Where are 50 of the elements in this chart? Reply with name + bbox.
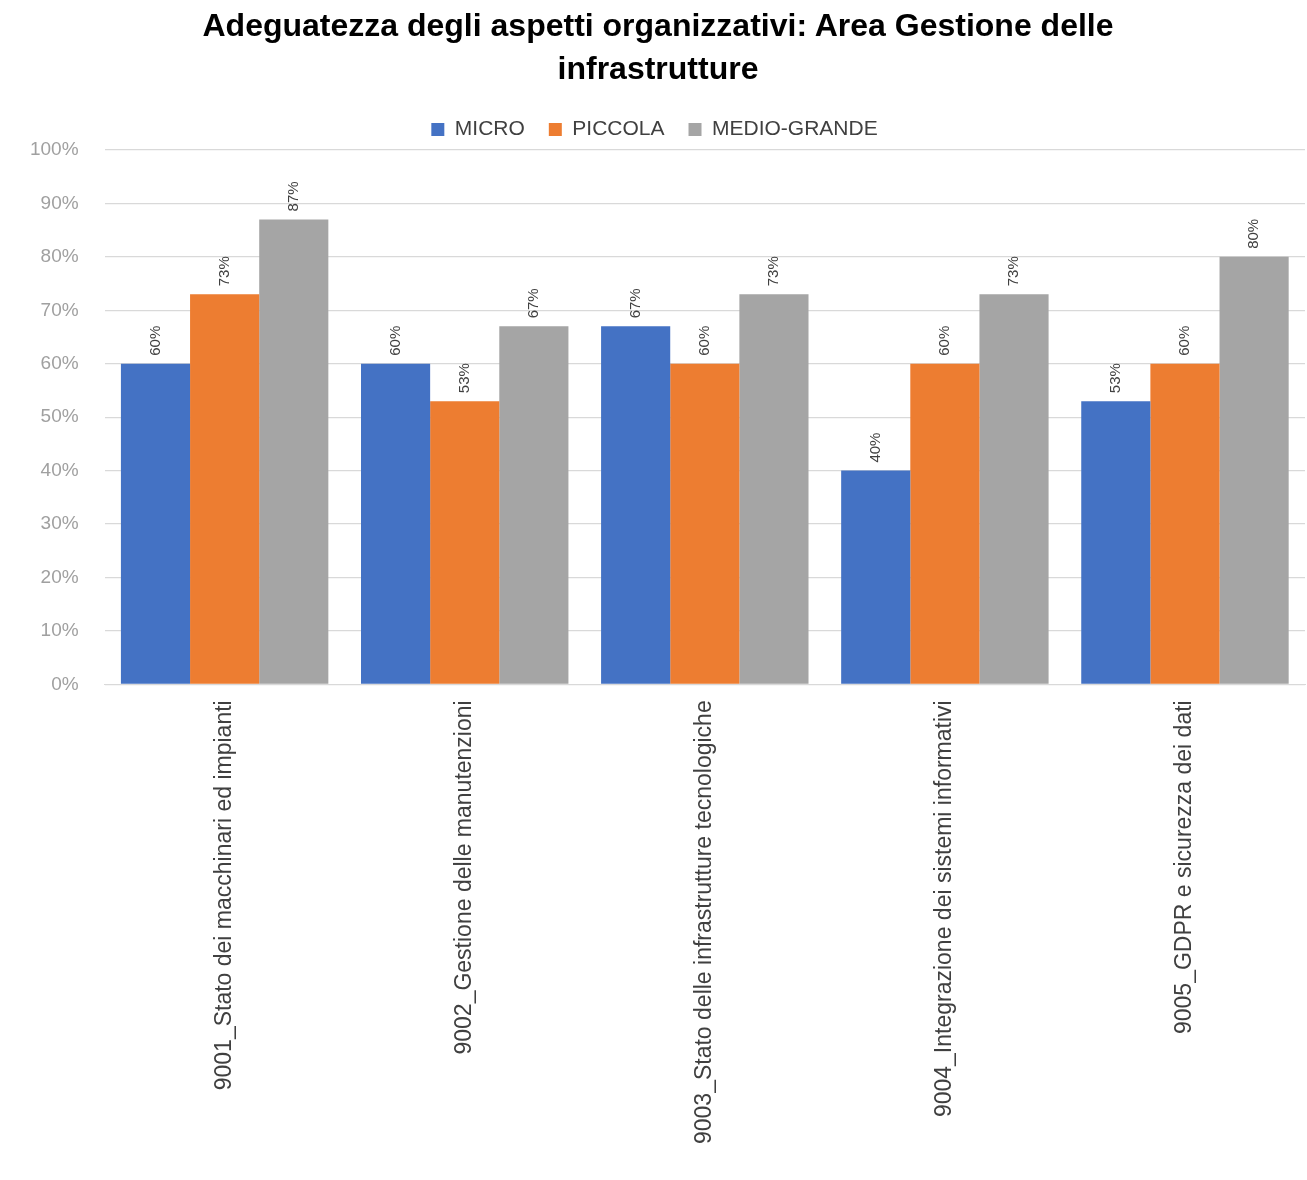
chart-title: Adeguatezza degli aspetti organizzativi: Area Gestione delle infrastrutture: [201, 6, 1115, 88]
y-tick-label: 90%: [40, 191, 79, 213]
legend-label: MICRO: [454, 116, 525, 140]
x-tick-label: 9001_Stato dei macchinari ed impianti: [209, 700, 236, 1091]
data-label: 53%: [1105, 363, 1123, 394]
data-label: 60%: [694, 325, 712, 356]
bar: [670, 363, 740, 684]
bar: [361, 363, 431, 684]
data-label: 60%: [935, 325, 953, 356]
data-label: 73%: [764, 256, 782, 287]
legend-label: MEDIO-GRANDE: [712, 116, 878, 140]
y-tick-label: 50%: [40, 405, 79, 427]
bar: [739, 294, 809, 684]
bar: [841, 470, 911, 684]
data-label: 73%: [214, 256, 232, 287]
x-tick-label: 9004_Integrazione dei sistemi informativi: [930, 700, 957, 1118]
y-tick-label: 70%: [40, 298, 79, 320]
y-tick-label: 40%: [40, 458, 79, 480]
x-tick-label: 9005_GDPR e sicurezza dei dati: [1170, 700, 1197, 1035]
x-tick-label: 9002_Gestione delle manutenzioni: [450, 700, 477, 1055]
bar: [601, 326, 671, 684]
bar: [430, 401, 500, 684]
data-label: 67%: [524, 288, 541, 319]
y-tick-label: 30%: [40, 512, 79, 534]
y-tick-label: 60%: [40, 351, 79, 373]
data-label: 60%: [145, 325, 163, 356]
data-label: 53%: [454, 363, 472, 394]
y-tick-label: 80%: [40, 245, 79, 267]
data-label: 60%: [385, 325, 403, 356]
bar: [1081, 401, 1151, 684]
bar: [120, 363, 191, 684]
bar: [910, 363, 980, 684]
bar: [979, 294, 1049, 684]
y-tick-label: 20%: [40, 565, 79, 587]
bar: [259, 219, 329, 684]
bar: [1150, 363, 1220, 684]
data-label: 80%: [1244, 218, 1262, 249]
data-label: 40%: [865, 432, 883, 463]
y-tick-label: 100%: [29, 138, 79, 160]
data-label: 60%: [1175, 325, 1193, 356]
bar: [499, 326, 569, 684]
data-label: 73%: [1004, 256, 1022, 287]
bar: [190, 294, 260, 684]
x-tick-label: 9003_Stato delle infrastrutture tecnologiche: [690, 700, 717, 1145]
legend-label: PICCOLA: [572, 116, 665, 140]
bar: [1219, 256, 1289, 684]
y-tick-label: 10%: [40, 619, 79, 641]
data-label: 87%: [283, 181, 301, 212]
data-label: 67%: [625, 288, 643, 319]
y-tick-label: 0%: [51, 672, 79, 694]
